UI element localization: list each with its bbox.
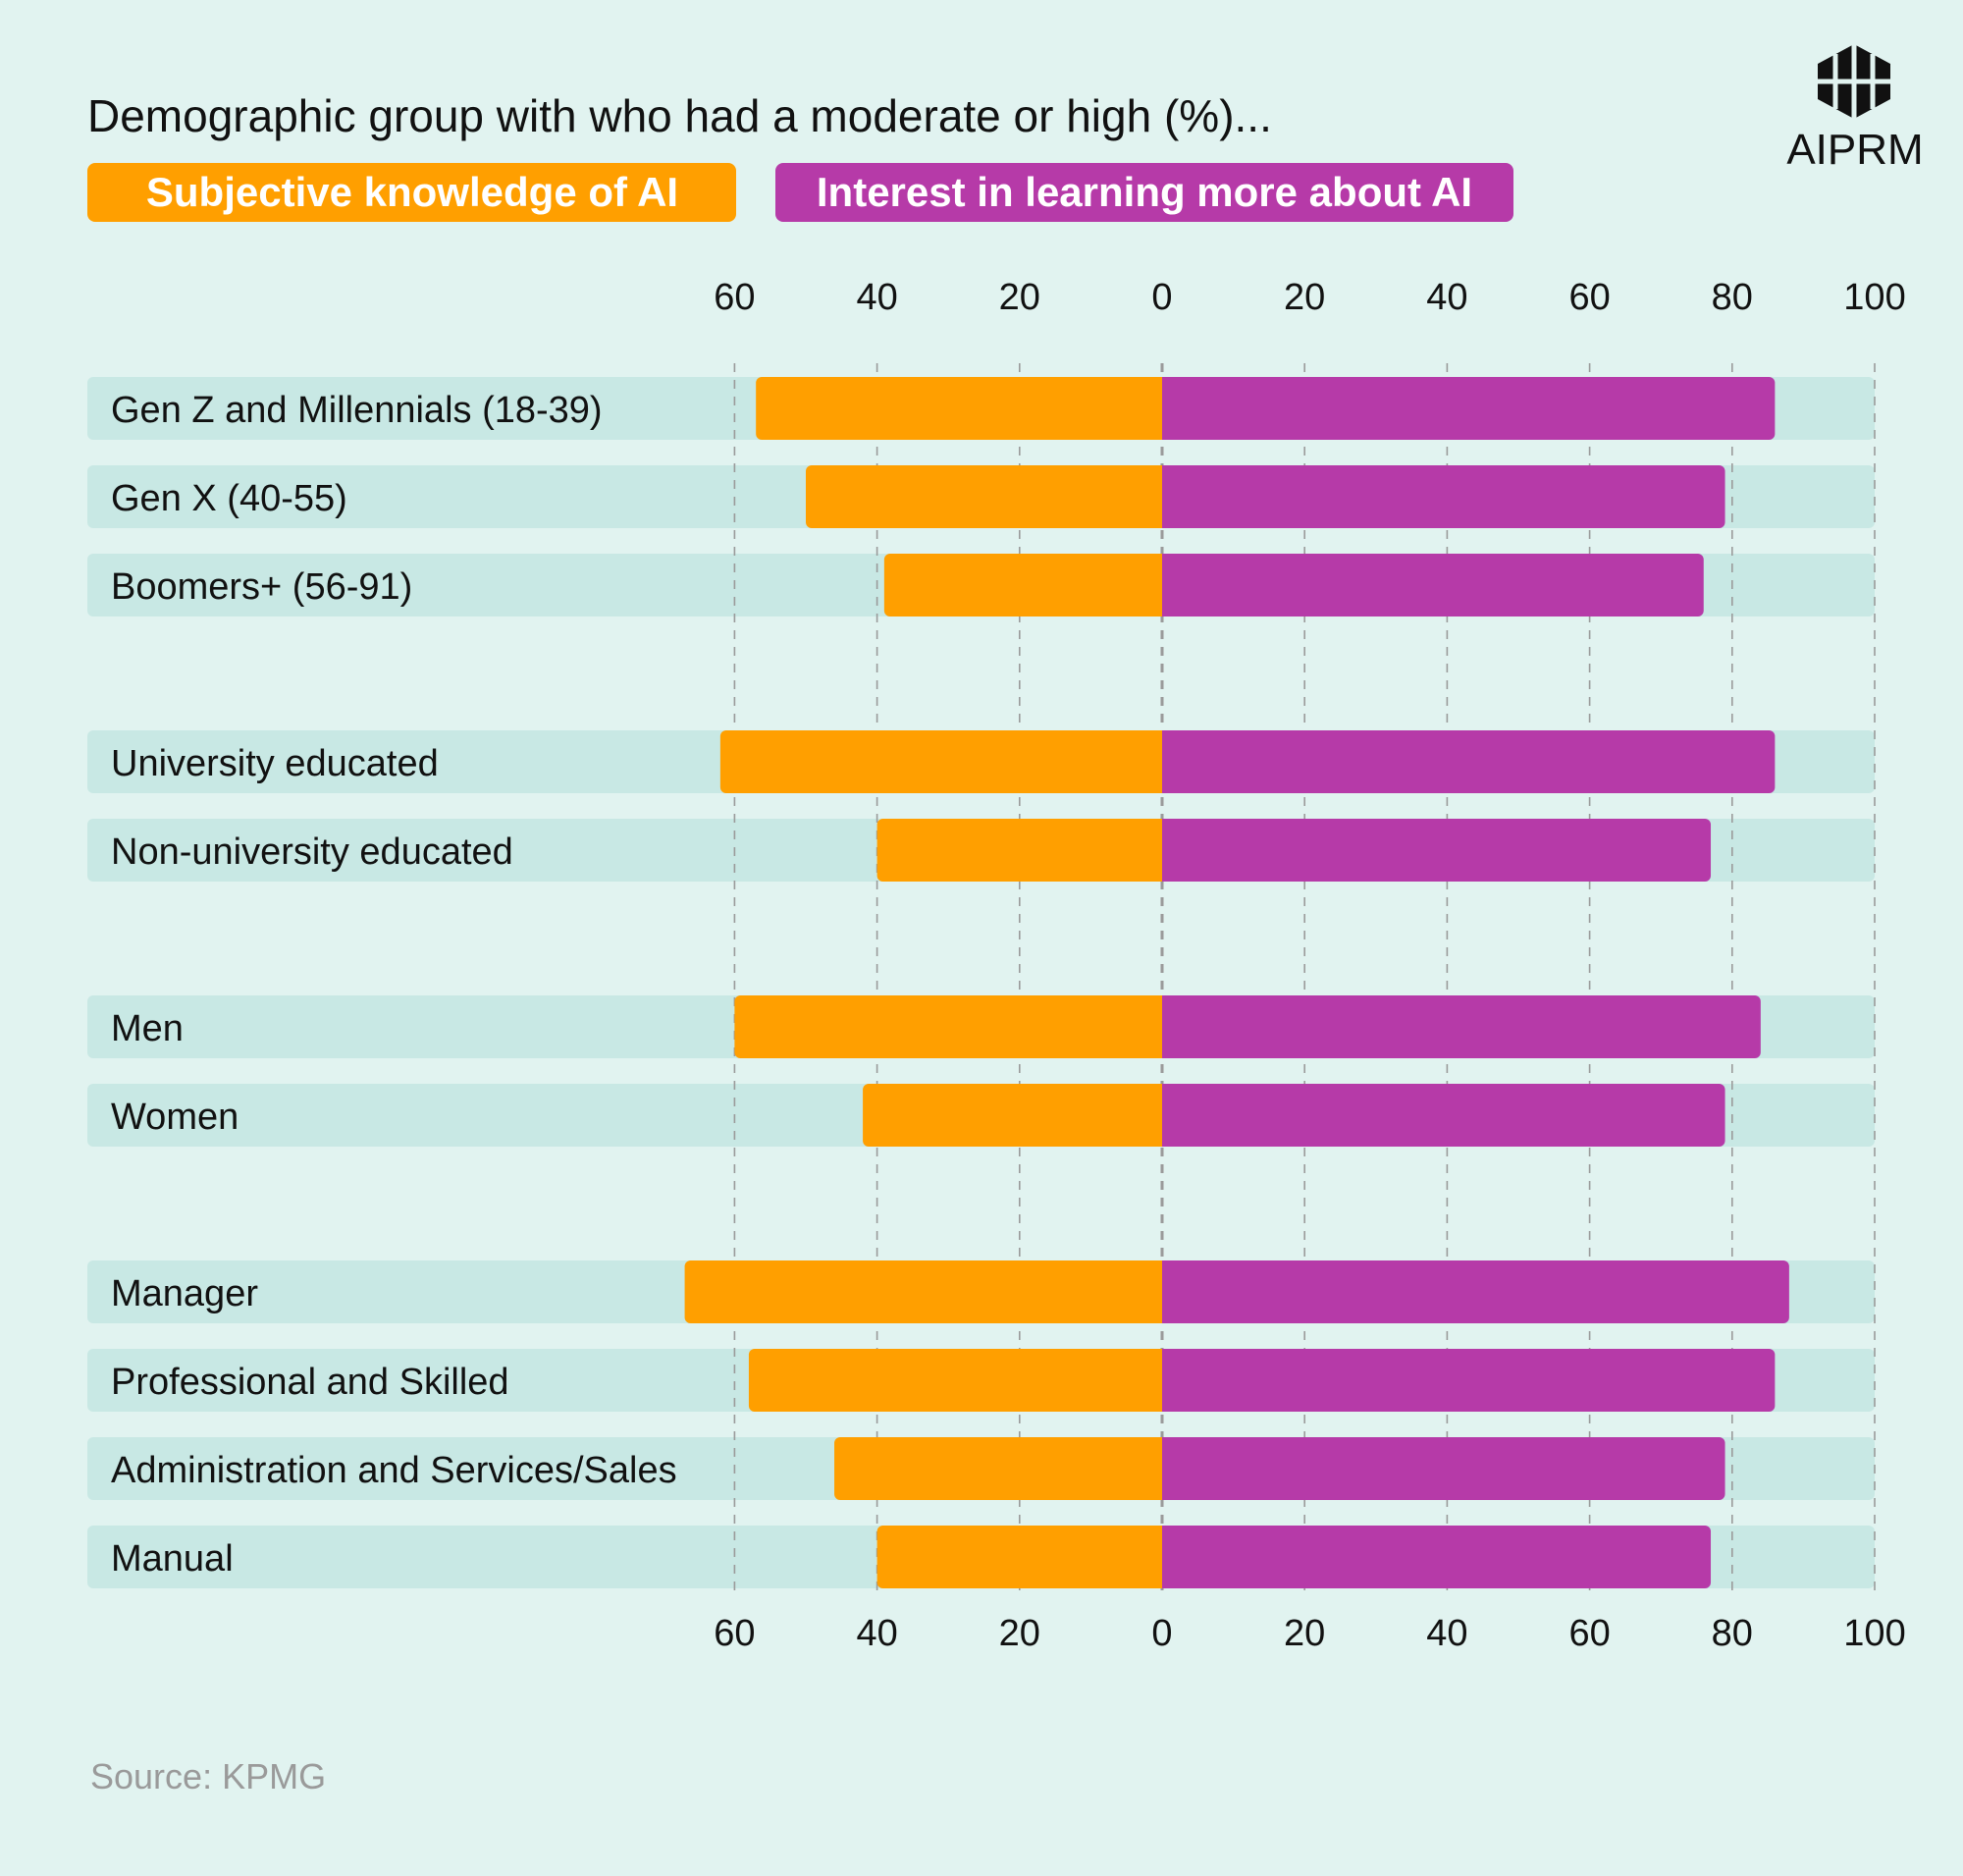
- bar-knowledge-join: [1156, 1526, 1162, 1588]
- bar-knowledge: [876, 819, 1168, 882]
- bar-knowledge-join: [1156, 554, 1162, 616]
- bar-interest: [1162, 995, 1761, 1058]
- bar-knowledge: [748, 1349, 1168, 1412]
- category-label: Manager: [111, 1273, 258, 1314]
- tick-label-top: 20: [1284, 277, 1325, 318]
- tick-label-bottom: 20: [1284, 1613, 1325, 1654]
- bar-knowledge-join: [1156, 465, 1162, 528]
- bar-interest: [1162, 1437, 1725, 1500]
- tick-label-top: 60: [1568, 277, 1610, 318]
- tick-label-top: 40: [1426, 277, 1467, 318]
- bar-knowledge-join: [1156, 995, 1162, 1058]
- tick-label-bottom: 60: [714, 1613, 755, 1654]
- tick-label-top: 20: [999, 277, 1040, 318]
- bar-knowledge: [806, 465, 1168, 528]
- category-label: Non-university educated: [111, 831, 513, 873]
- bar-interest: [1162, 1349, 1776, 1412]
- bar-knowledge-join: [1156, 1349, 1162, 1412]
- tick-label-top: 60: [714, 277, 755, 318]
- bar-interest: [1162, 819, 1712, 882]
- category-label: Professional and Skilled: [111, 1362, 509, 1403]
- category-label: Gen X (40-55): [111, 478, 347, 519]
- bar-interest: [1162, 465, 1725, 528]
- source-note: Source: KPMG: [90, 1756, 326, 1796]
- category-label: Men: [111, 1008, 184, 1049]
- bar-knowledge: [834, 1437, 1168, 1500]
- bar-interest: [1162, 1260, 1789, 1323]
- category-label: Women: [111, 1097, 239, 1138]
- logo: AIPRM: [1786, 44, 1924, 174]
- bar-knowledge: [734, 995, 1168, 1058]
- bar-interest: [1162, 1526, 1712, 1588]
- legend: Subjective knowledge of AI Interest in l…: [87, 163, 1513, 222]
- tick-label-top: 100: [1843, 277, 1905, 318]
- category-label: University educated: [111, 743, 439, 784]
- category-label: Manual: [111, 1538, 234, 1580]
- tick-label-bottom: 20: [999, 1613, 1040, 1654]
- legend-interest-label: Interest in learning more about AI: [817, 169, 1472, 215]
- bar-interest: [1162, 377, 1776, 440]
- bar-interest: [1162, 1084, 1725, 1147]
- chart-title: Demographic group with who had a moderat…: [87, 90, 1272, 141]
- aiprm-logo-icon: [1818, 44, 1890, 119]
- bar-knowledge: [756, 377, 1168, 440]
- bar-knowledge: [883, 554, 1168, 616]
- legend-knowledge-swatch: [87, 163, 736, 222]
- bar-knowledge-join: [1156, 1437, 1162, 1500]
- bar-knowledge-join: [1156, 377, 1162, 440]
- bar-interest: [1162, 554, 1704, 616]
- tick-label-top: 0: [1151, 277, 1172, 318]
- category-label: Boomers+ (56-91): [111, 566, 412, 608]
- bar-knowledge: [719, 730, 1168, 793]
- tick-label-top: 80: [1712, 277, 1753, 318]
- bar-knowledge: [863, 1084, 1168, 1147]
- bar-knowledge: [684, 1260, 1168, 1323]
- category-label: Administration and Services/Sales: [111, 1450, 677, 1491]
- bar-knowledge: [876, 1526, 1168, 1588]
- bar-knowledge-join: [1156, 819, 1162, 882]
- tick-label-bottom: 40: [856, 1613, 897, 1654]
- tick-label-bottom: 100: [1843, 1613, 1905, 1654]
- bar-knowledge-join: [1156, 1084, 1162, 1147]
- tick-label-bottom: 40: [1426, 1613, 1467, 1654]
- bar-knowledge-join: [1156, 730, 1162, 793]
- bar-interest: [1162, 730, 1776, 793]
- tick-label-bottom: 60: [1568, 1613, 1610, 1654]
- legend-interest-swatch: [775, 163, 1513, 222]
- bar-knowledge-join: [1156, 1260, 1162, 1323]
- tick-label-top: 40: [856, 277, 897, 318]
- category-label: Gen Z and Millennials (18-39): [111, 390, 603, 431]
- logo-text: AIPRM: [1786, 126, 1923, 174]
- tick-label-bottom: 80: [1712, 1613, 1753, 1654]
- legend-knowledge-label: Subjective knowledge of AI: [146, 169, 678, 215]
- tick-label-bottom: 0: [1151, 1613, 1172, 1654]
